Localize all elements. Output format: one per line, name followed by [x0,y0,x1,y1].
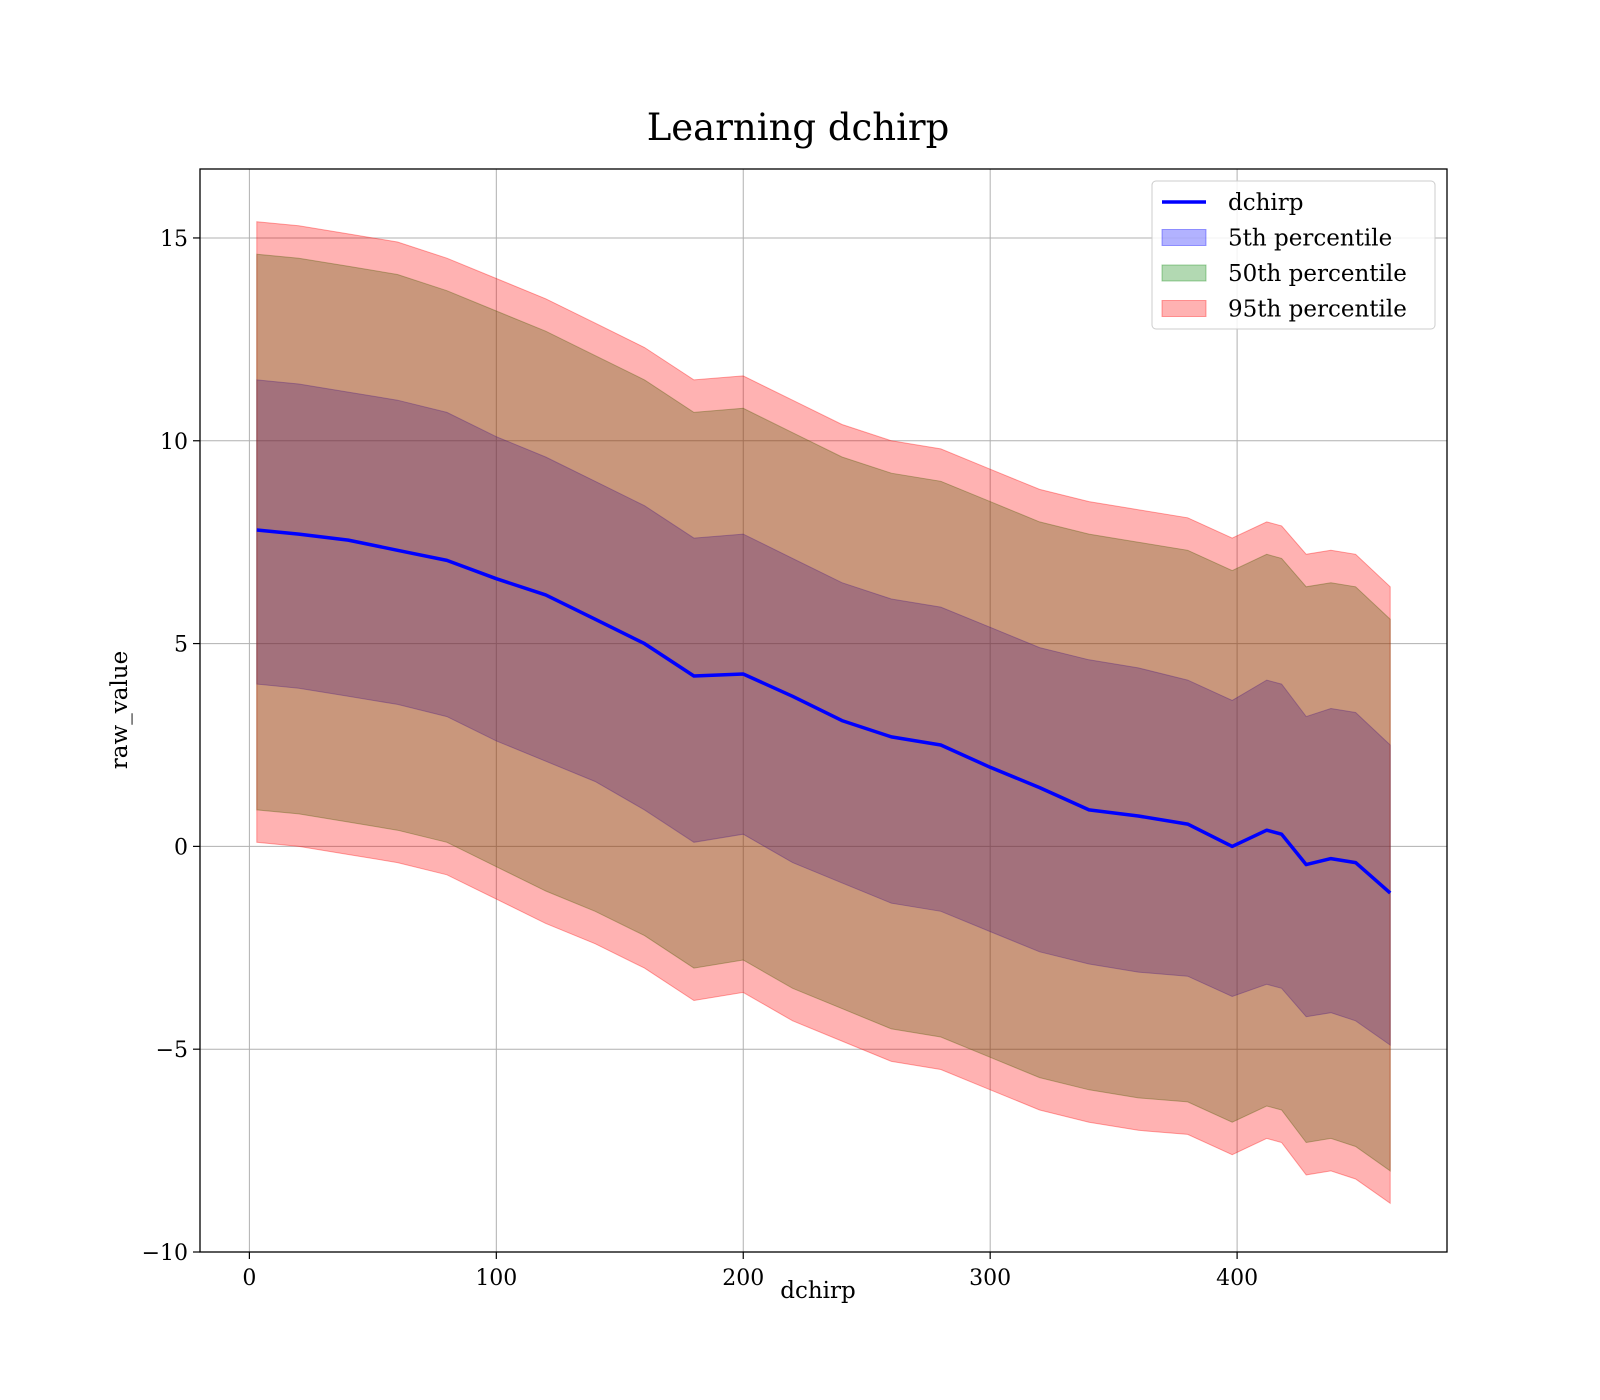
y-tick-label: −10 [142,1241,188,1266]
legend-label: dchirp [1228,190,1304,216]
legend-box [1151,180,1436,330]
legend-label: 95th percentile [1228,297,1407,323]
x-tick-label: 300 [969,1266,1011,1291]
x-axis-label: dchirp [780,1278,856,1304]
y-tick-label: 15 [160,227,188,252]
chart-title: Learning dchirp [647,106,950,149]
x-tick-label: 400 [1216,1266,1258,1291]
y-tick-label: −5 [156,1038,188,1063]
x-tick-label: 200 [722,1266,764,1291]
legend-swatch [1161,300,1207,317]
y-tick-label: 0 [174,835,188,860]
x-tick-label: 100 [475,1266,517,1291]
legend-swatch [1161,264,1207,282]
y-tick-label: 5 [174,633,188,658]
legend-swatch [1161,229,1207,246]
data-lines [256,528,1392,895]
y-tick-label: 10 [160,430,188,455]
y-axis-label: raw_value [107,651,133,769]
legend-label: 5th percentile [1228,226,1392,252]
x-tick-label: 0 [242,1266,256,1291]
chart-legend: dchirp 5th percentile 50th percentile 95th … [1151,180,1436,330]
legend-label: 50th percentile [1228,261,1407,287]
axis-ticks: 0 100 200 300 400 −10 −5 0 5 10 15 [142,227,1259,1291]
series-line-0 [256,528,1392,895]
plot-frame [199,168,1448,1253]
